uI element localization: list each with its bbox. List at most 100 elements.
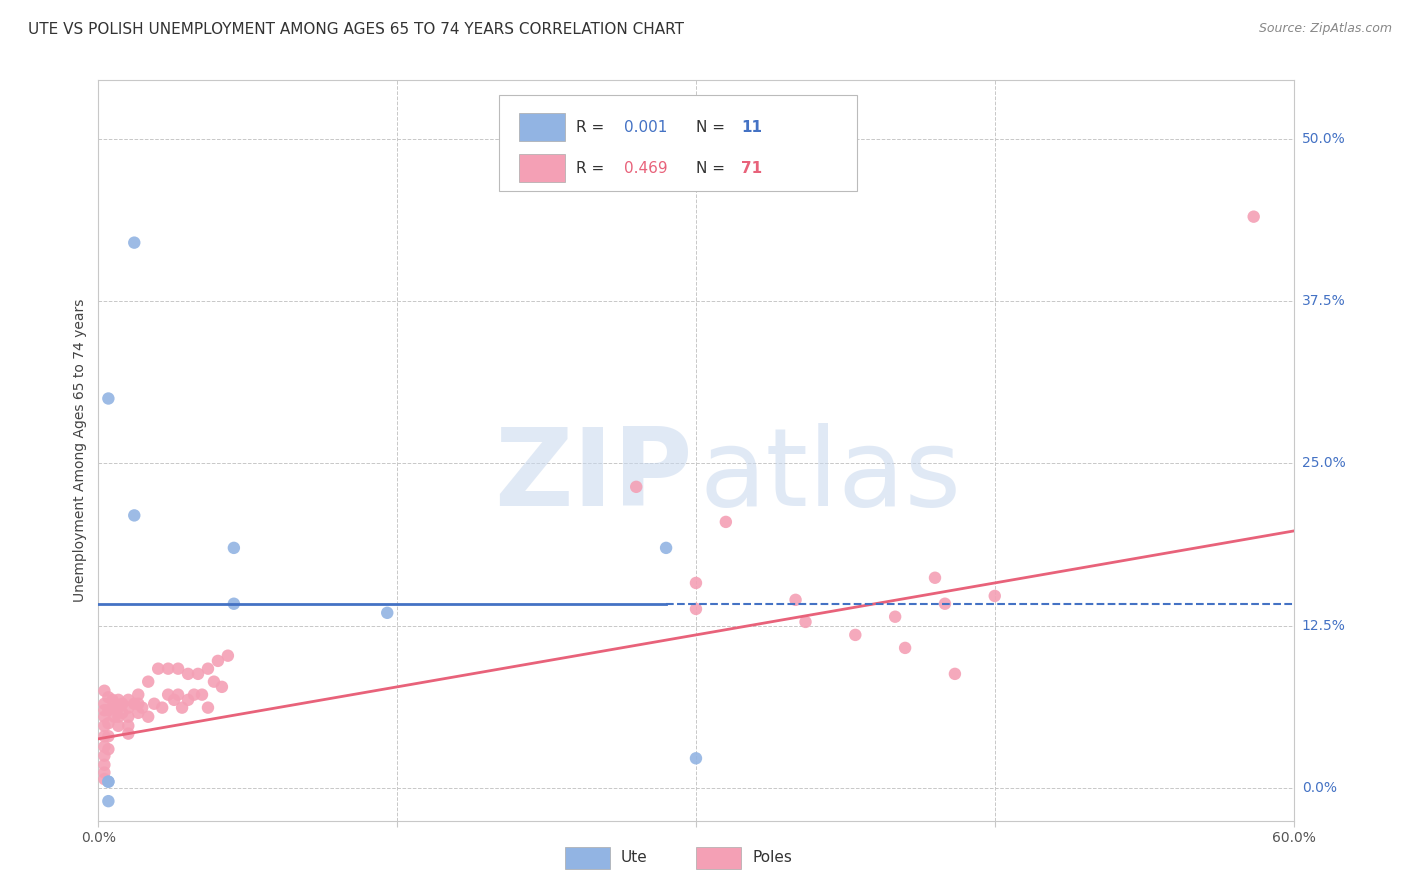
- Point: [924, 571, 946, 585]
- Text: atlas: atlas: [700, 424, 962, 529]
- Point: [1243, 210, 1265, 224]
- Point: [934, 597, 956, 611]
- Point: [207, 654, 229, 668]
- Point: [93, 697, 115, 711]
- Text: UTE VS POLISH UNEMPLOYMENT AMONG AGES 65 TO 74 YEARS CORRELATION CHART: UTE VS POLISH UNEMPLOYMENT AMONG AGES 65…: [28, 22, 685, 37]
- Point: [93, 703, 115, 717]
- Text: Ute: Ute: [620, 850, 647, 865]
- FancyBboxPatch shape: [499, 95, 858, 191]
- Text: R =: R =: [576, 120, 610, 135]
- Point: [844, 628, 866, 642]
- Point: [177, 666, 200, 681]
- Point: [172, 700, 194, 714]
- Point: [97, 716, 120, 731]
- Text: Source: ZipAtlas.com: Source: ZipAtlas.com: [1258, 22, 1392, 36]
- Point: [97, 729, 120, 743]
- Point: [111, 697, 134, 711]
- Point: [97, 703, 120, 717]
- Point: [93, 710, 115, 724]
- Point: [136, 674, 159, 689]
- Point: [222, 541, 245, 555]
- Point: [127, 688, 149, 702]
- Text: 37.5%: 37.5%: [1302, 294, 1346, 308]
- Point: [97, 742, 120, 756]
- FancyBboxPatch shape: [519, 113, 565, 141]
- Point: [97, 774, 120, 789]
- Point: [107, 693, 129, 707]
- Text: 71: 71: [741, 161, 762, 176]
- Point: [157, 662, 180, 676]
- Point: [785, 592, 807, 607]
- Point: [177, 693, 200, 707]
- Point: [107, 700, 129, 714]
- Point: [97, 690, 120, 705]
- Y-axis label: Unemployment Among Ages 65 to 74 years: Unemployment Among Ages 65 to 74 years: [73, 299, 87, 602]
- Point: [124, 697, 146, 711]
- Point: [93, 739, 115, 754]
- Point: [685, 576, 707, 591]
- Point: [124, 235, 146, 250]
- FancyBboxPatch shape: [565, 847, 610, 869]
- Point: [794, 615, 817, 629]
- Point: [685, 751, 707, 765]
- Text: 50.0%: 50.0%: [1302, 132, 1346, 145]
- Point: [131, 700, 153, 714]
- Point: [93, 772, 115, 786]
- Text: 12.5%: 12.5%: [1302, 619, 1346, 632]
- Point: [127, 697, 149, 711]
- Text: R =: R =: [576, 161, 610, 176]
- Text: 0.001: 0.001: [624, 120, 668, 135]
- FancyBboxPatch shape: [696, 847, 741, 869]
- Point: [97, 392, 120, 406]
- Point: [202, 674, 225, 689]
- Text: 0.0%: 0.0%: [1302, 781, 1337, 795]
- Text: 25.0%: 25.0%: [1302, 457, 1346, 470]
- Point: [117, 693, 139, 707]
- Point: [197, 700, 219, 714]
- Point: [187, 666, 209, 681]
- Point: [150, 700, 173, 714]
- Point: [217, 648, 239, 663]
- Point: [93, 757, 115, 772]
- Point: [117, 710, 139, 724]
- Text: N =: N =: [696, 161, 730, 176]
- Point: [97, 774, 120, 789]
- Point: [93, 683, 115, 698]
- Text: 11: 11: [741, 120, 762, 135]
- Point: [117, 719, 139, 733]
- Point: [111, 706, 134, 720]
- Point: [127, 706, 149, 720]
- Point: [685, 602, 707, 616]
- Text: 0.469: 0.469: [624, 161, 668, 176]
- Text: N =: N =: [696, 120, 730, 135]
- Point: [107, 719, 129, 733]
- Point: [375, 606, 398, 620]
- Text: Poles: Poles: [752, 850, 792, 865]
- Point: [167, 662, 190, 676]
- Point: [163, 693, 186, 707]
- Point: [167, 688, 190, 702]
- Point: [197, 662, 219, 676]
- Point: [143, 697, 166, 711]
- Point: [714, 515, 737, 529]
- Point: [117, 700, 139, 714]
- Point: [655, 541, 678, 555]
- Point: [943, 666, 966, 681]
- Point: [222, 597, 245, 611]
- Point: [191, 688, 214, 702]
- Point: [626, 480, 648, 494]
- Point: [148, 662, 170, 676]
- Point: [157, 688, 180, 702]
- Point: [107, 710, 129, 724]
- Point: [183, 688, 205, 702]
- Point: [93, 748, 115, 763]
- Point: [103, 700, 125, 714]
- Point: [93, 719, 115, 733]
- Point: [93, 729, 115, 743]
- Point: [136, 710, 159, 724]
- Point: [103, 710, 125, 724]
- Point: [93, 765, 115, 780]
- Point: [124, 508, 146, 523]
- Point: [117, 726, 139, 740]
- Text: ZIP: ZIP: [494, 424, 692, 529]
